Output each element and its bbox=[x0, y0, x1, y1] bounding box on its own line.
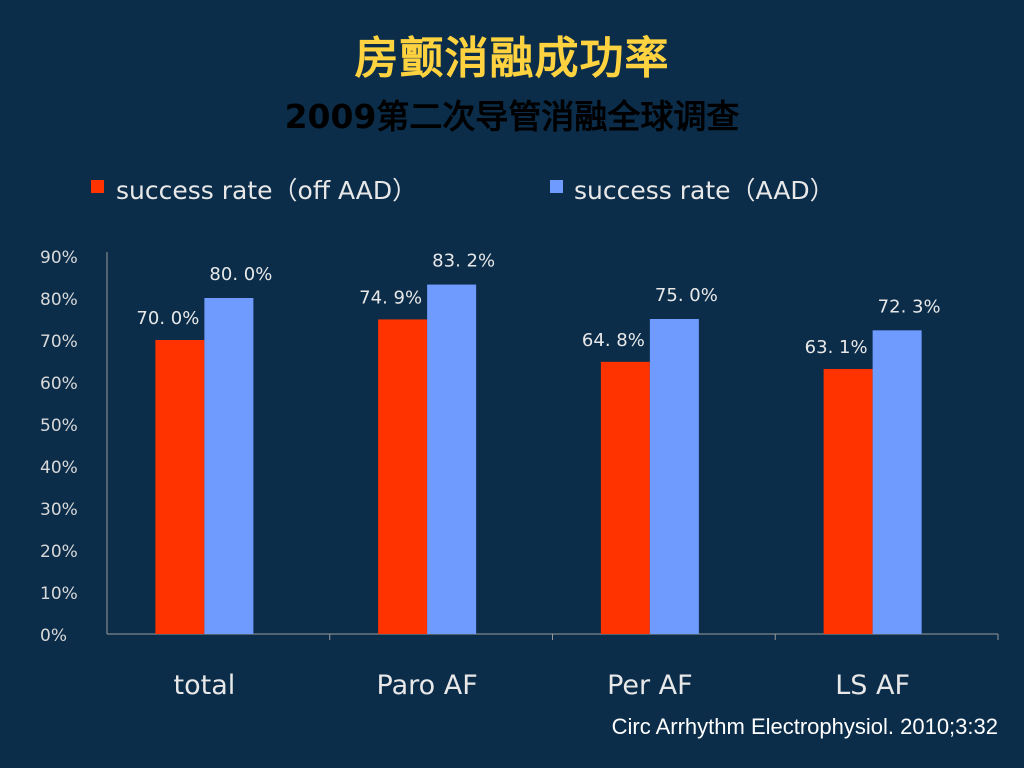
bar-off-aad bbox=[600, 361, 650, 634]
bar-aad bbox=[204, 298, 254, 634]
data-label: 74. 9% bbox=[359, 287, 422, 308]
legend-swatch-off-aad bbox=[91, 180, 104, 193]
y-tick-label: 10% bbox=[40, 584, 78, 604]
y-tick-label: 60% bbox=[40, 374, 78, 394]
x-category-label: total bbox=[174, 670, 236, 701]
bar-aad bbox=[427, 284, 477, 634]
data-label: 80. 0% bbox=[209, 264, 272, 285]
bar-aad bbox=[872, 330, 922, 634]
slide-subtitle: 2009第二次导管消融全球调查 bbox=[284, 97, 740, 136]
data-label: 70. 0% bbox=[136, 308, 199, 329]
y-tick-label: 70% bbox=[40, 332, 78, 352]
x-category-label: Paro AF bbox=[377, 670, 478, 701]
x-axis-categories: total Paro AF Per AF LS AF bbox=[174, 634, 999, 701]
x-category-label: Per AF bbox=[607, 670, 693, 701]
chart-bars: 70. 0% 80. 0% 74. 9% 83. 2% 64. 8% 75. 0% 63. … bbox=[136, 251, 941, 634]
bar-off-aad bbox=[378, 319, 428, 634]
y-tick-label: 20% bbox=[40, 542, 78, 562]
legend-swatch-aad bbox=[550, 180, 563, 193]
data-label: 72. 3% bbox=[878, 296, 941, 317]
chart-legend: success rate（off AAD） success rate（AAD） bbox=[91, 176, 835, 205]
citation: Circ Arrhythm Electrophysiol. 2010;3:32 bbox=[611, 714, 998, 739]
y-tick-label: 0% bbox=[40, 626, 67, 646]
data-label: 75. 0% bbox=[655, 285, 718, 306]
legend-label-aad: success rate（AAD） bbox=[574, 176, 835, 205]
data-label: 83. 2% bbox=[432, 251, 495, 272]
y-axis-ticks: 0% 10% 20% 30% 40% 50% 60% 70% 80% 90% bbox=[40, 248, 78, 646]
slide-title: 房颤消融成功率 bbox=[354, 33, 670, 84]
data-label: 63. 1% bbox=[805, 337, 868, 358]
data-label: 64. 8% bbox=[582, 330, 645, 351]
y-tick-label: 40% bbox=[40, 458, 78, 478]
y-tick-label: 80% bbox=[40, 290, 78, 310]
legend-label-off-aad: success rate（off AAD） bbox=[116, 176, 417, 205]
y-tick-label: 90% bbox=[40, 248, 78, 268]
x-category-label: LS AF bbox=[835, 670, 910, 701]
y-tick-label: 50% bbox=[40, 416, 78, 436]
y-tick-label: 30% bbox=[40, 500, 78, 520]
bar-off-aad bbox=[823, 368, 873, 634]
bar-off-aad bbox=[155, 340, 205, 634]
bar-aad bbox=[649, 319, 699, 634]
